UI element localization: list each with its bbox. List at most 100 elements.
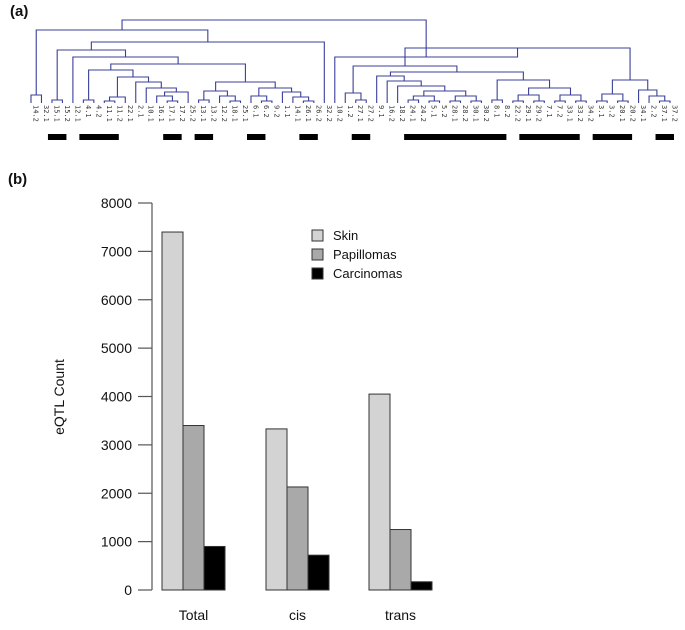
leaf-label: 30.1 [471,105,479,122]
pair-group-bar [246,134,266,140]
leaf-label: 1.1 [283,105,291,118]
bar-papillomas-total [182,425,205,591]
leaf-label: 32.1 [42,105,50,122]
leaf-label: 16.1 [157,105,165,122]
legend-label-skin: Skin [333,228,358,243]
y-tick-label: 7000 [101,243,132,259]
leaf-label: 17.2 [178,105,186,122]
leaf-label: 14.1 [293,105,301,122]
leaf-label: 3.1 [597,105,605,118]
legend-label-papillomas: Papillomas [333,247,397,262]
leaf-label: 28.1 [451,105,459,122]
bar-skin-cis [265,428,288,591]
leaf-label: 8.1 [492,105,500,118]
bar-carcinomas-total [203,545,226,591]
bar-papillomas-trans [389,529,412,591]
leaf-label: 4.1 [84,105,92,118]
leaf-label: 17.1 [168,105,176,122]
legend-swatch-carcinomas [311,267,324,280]
y-axis-label: eQTL Count [51,359,67,435]
leaf-label: 7.2 [555,105,563,118]
pair-group-bar [79,134,119,140]
bars [161,231,433,591]
x-categories: Total cis trans [179,607,416,623]
leaf-label: 15.2 [63,105,71,122]
leaf-label: 33.1 [566,105,574,122]
leaf-label: 18.1 [231,105,239,122]
leaf-label: 13.1 [199,105,207,122]
leaf-label: 6.1 [251,105,259,118]
leaf-label: 7.1 [545,105,553,118]
bar-carcinomas-cis [307,554,330,591]
leaf-label: 5.1 [430,105,438,118]
leaf-label: 34.1 [639,105,647,122]
x-category-label: cis [289,607,306,623]
bar-papillomas-cis [286,486,309,591]
leaf-label: 25.1 [241,105,249,122]
leaf-label: 8.2 [503,105,511,118]
y-tick-label: 3000 [101,437,132,453]
leaf-label: 25.2 [189,105,197,122]
pair-group-bar [655,134,674,140]
leaf-label: 34.2 [587,105,595,122]
pair-group-bar [351,134,371,140]
leaf-label: 12.2 [220,105,228,122]
y-tick-label: 8000 [101,195,132,211]
leaf-label: 15.1 [52,105,60,122]
leaf-label: 37.2 [671,105,679,122]
pair-group-bar [404,134,507,140]
leaf-label: 9.1 [377,105,385,118]
pair-group-bar [163,134,182,140]
legend-swatch-skin [311,229,324,242]
leaf-label: 1.2 [346,105,354,118]
y-axis: 0 1000 2000 3000 4000 5000 6000 7000 8000 [101,195,153,598]
pair-group-bar [47,134,67,140]
leaf-label: 30.2 [482,105,490,122]
legend-swatch-papillomas [311,248,324,261]
y-tick-label: 6000 [101,292,132,308]
leaf-label: 5.2 [440,105,448,118]
leaf-label: 3.2 [608,105,616,118]
leaf-label: 27.2 [367,105,375,122]
leaf-label: 32.2 [325,105,333,122]
dendrogram-root-link [121,19,427,57]
leaf-label: 26.2 [314,105,322,122]
y-tick-label: 5000 [101,340,132,356]
bar-carcinomas-trans [410,581,433,591]
pair-group-bar [519,134,580,140]
leaf-label: 20.1 [618,105,626,122]
bar-skin-trans [368,393,391,591]
panel-b-label: (b) [8,171,28,188]
leaf-label: 11.2 [115,105,123,122]
x-category-label: trans [385,607,416,623]
x-category-label: Total [179,607,209,623]
pair-group-bar [299,134,318,140]
leaf-label: 24.2 [419,105,427,122]
legend-label-carcinomas: Carcinomas [333,266,403,281]
leaf-label: 16.2 [388,105,396,122]
leaf-label: 11.1 [105,105,113,122]
leaf-label: 28.2 [461,105,469,122]
leaf-label: 2.1 [136,105,144,118]
y-tick-label: 4000 [101,389,132,405]
leaf-label: 4.2 [94,105,102,118]
legend: Skin Papillomas Carcinomas [311,228,403,281]
dendrogram: 14.2 32.1 15.1 15.2 12.1 4.1 4.2 11.1 11.2 22.1 2.… [30,19,679,140]
pair-group-bar [194,134,214,140]
leaf-label: 22.2 [513,105,521,122]
leaf-label: 37.1 [660,105,668,122]
leaf-label: 24.1 [409,105,417,122]
bar-skin-total [161,231,184,591]
leaf-label: 9.2 [272,105,280,118]
panel-a-label: (a) [10,3,29,20]
leaf-label: 12.1 [73,105,81,122]
leaf-label: 26.1 [304,105,312,122]
leaf-label: 10.2 [335,105,343,122]
y-tick-label: 0 [124,582,132,598]
leaf-label: 29.1 [524,105,532,122]
y-tick-label: 2000 [101,485,132,501]
pair-group-bar [592,134,633,140]
y-tick-label: 1000 [101,534,132,550]
leaf-label: 13.2 [210,105,218,122]
